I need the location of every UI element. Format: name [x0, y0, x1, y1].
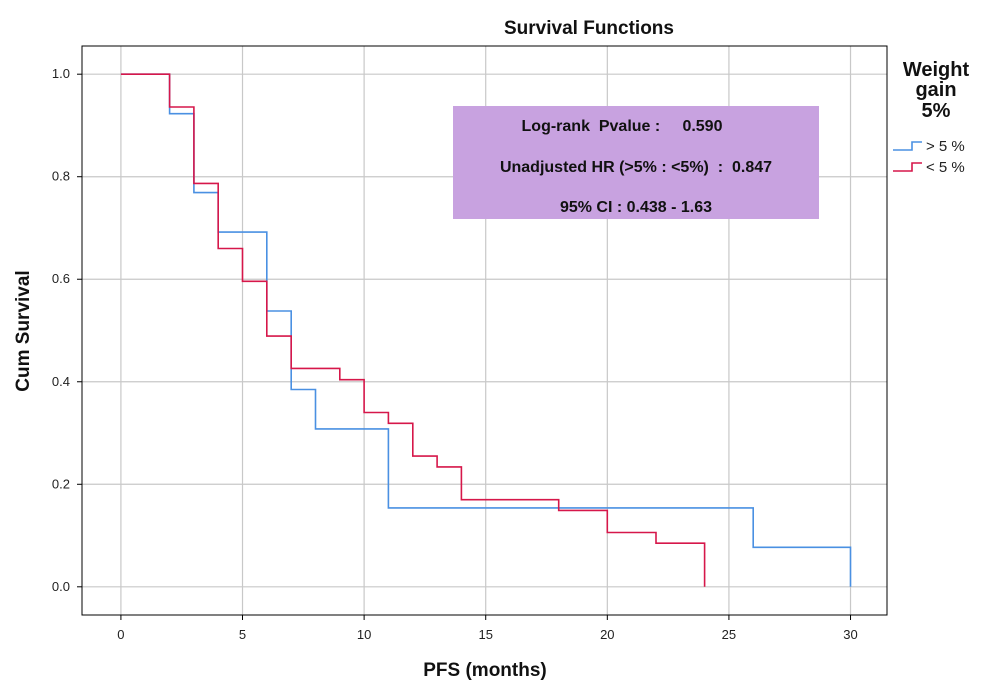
chart-title: Survival Functions	[504, 18, 674, 39]
survival-curve	[120, 73, 706, 587]
legend: Weight gain 5% > 5 % < 5 %	[893, 59, 969, 176]
x-tick-label: 20	[600, 627, 614, 642]
logrank-pvalue-text: Log-rank Pvalue : 0.590	[522, 118, 723, 135]
stats-box	[453, 106, 819, 219]
confidence-interval-text: 95% CI : 0.438 - 1.63	[560, 199, 712, 216]
x-tick-label: 5	[239, 627, 246, 642]
y-tick-label: 0.0	[52, 579, 70, 594]
legend-title-line-3: 5%	[922, 100, 951, 122]
legend-label: > 5 %	[926, 138, 965, 155]
legend-label: < 5 %	[926, 159, 965, 176]
y-tick-label: 0.2	[52, 476, 70, 491]
x-axis-title: PFS (months)	[423, 660, 547, 681]
y-tick-label: 0.8	[52, 169, 70, 184]
legend-swatch	[893, 162, 922, 172]
x-tick-label: 30	[843, 627, 857, 642]
y-tick-label: 1.0	[52, 66, 70, 81]
x-tick-label: 15	[478, 627, 492, 642]
axes: 0 5 10 15 20 25 30 0.0 0.2 0.4 0.6 0.8 1.0	[52, 66, 858, 642]
x-tick-label: 25	[722, 627, 736, 642]
legend-swatch	[893, 141, 922, 151]
hazard-ratio-text: Unadjusted HR (>5% : <5%) : 0.847	[500, 159, 772, 176]
y-axis-title: Cum Survival	[13, 270, 34, 391]
x-tick-label: 10	[357, 627, 371, 642]
y-tick-label: 0.6	[52, 271, 70, 286]
x-tick-label: 0	[117, 627, 124, 642]
legend-title-line-1: Weight	[903, 59, 970, 81]
plot-area	[81, 45, 888, 616]
legend-title-line-2: gain	[915, 79, 956, 101]
series-layer	[120, 73, 852, 587]
y-tick-label: 0.4	[52, 374, 70, 389]
stats-annotation: Log-rank Pvalue : 0.590 Unadjusted HR (>…	[453, 106, 819, 219]
